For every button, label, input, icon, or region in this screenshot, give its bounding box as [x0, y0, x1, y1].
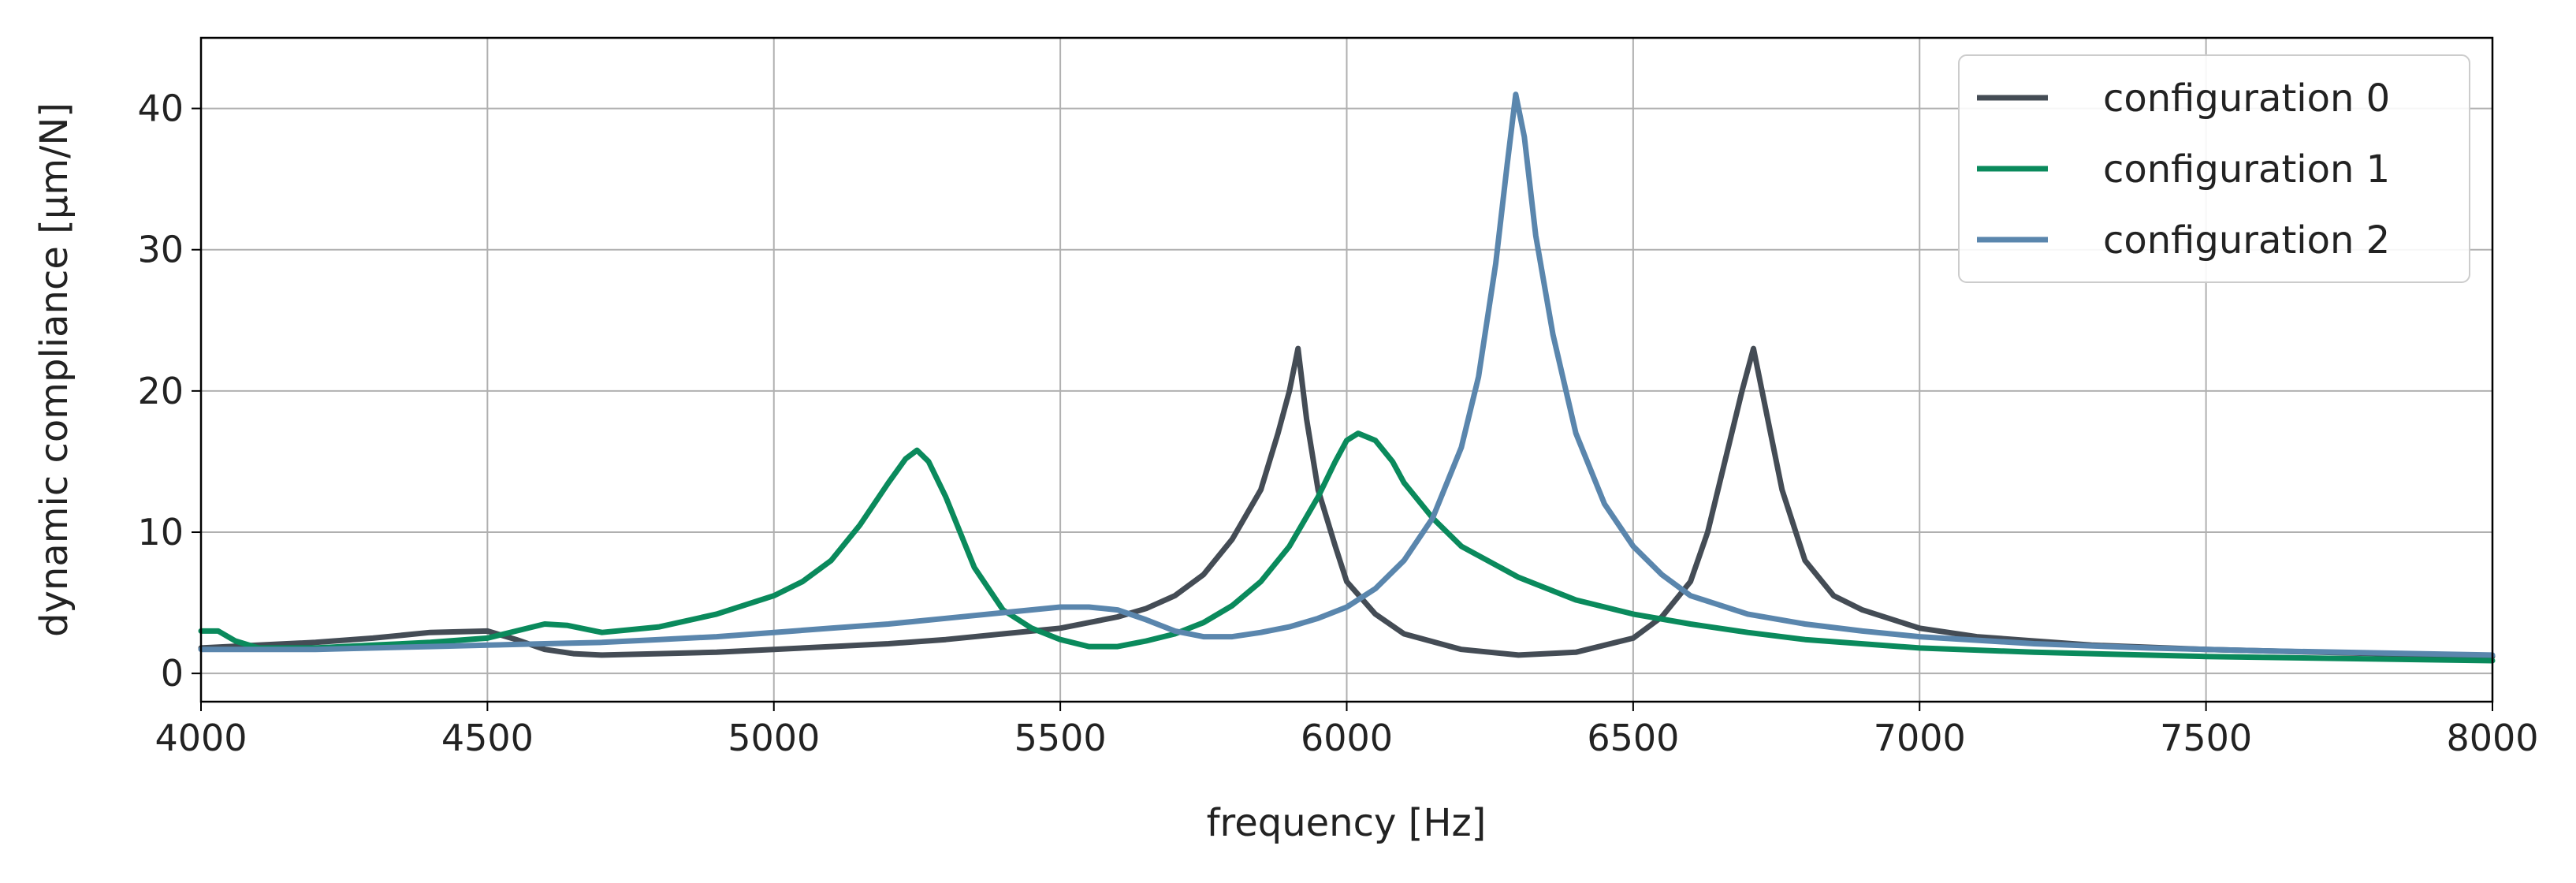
series-layer: [198, 91, 2496, 664]
legend[interactable]: configuration 0 configuration 1 configurat…: [1958, 54, 2470, 283]
y-tick-label: 10: [137, 511, 184, 553]
y-tick-label: 40: [137, 88, 184, 130]
x-tick-label: 6000: [1301, 717, 1393, 759]
y-axis-label: dynamic compliance [µm/N]: [32, 102, 76, 637]
x-axis-label: frequency [Hz]: [1207, 801, 1487, 845]
legend-label: configuration 2: [2103, 218, 2390, 263]
series-line-configuration-0: [198, 345, 2496, 660]
series-line-configuration-2: [198, 91, 2496, 658]
x-tick-label: 7500: [2160, 717, 2252, 759]
x-tick-label: 4500: [441, 717, 534, 759]
x-tick-label: 5000: [728, 717, 820, 759]
x-tick-label: 6500: [1587, 717, 1679, 759]
legend-label: configuration 1: [2103, 147, 2390, 192]
x-tick-label: 8000: [2446, 717, 2538, 759]
y-tick-label: 0: [161, 652, 184, 695]
legend-items: configuration 0 configuration 1 configurat…: [1977, 76, 2390, 263]
y-tick-label: 20: [137, 370, 184, 412]
x-tick-label: 4000: [154, 717, 247, 759]
series-line-configuration-1: [198, 430, 2496, 664]
tick-layer: 4000 4500 5000 5500 6000 6500 7000 7500 8000 0 10 2…: [137, 88, 2538, 759]
x-tick-label: 5500: [1014, 717, 1107, 759]
x-tick-label: 7000: [1874, 717, 1966, 759]
y-tick-label: 30: [137, 229, 184, 271]
legend-box: [1958, 54, 2470, 283]
legend-label: configuration 0: [2103, 76, 2390, 121]
